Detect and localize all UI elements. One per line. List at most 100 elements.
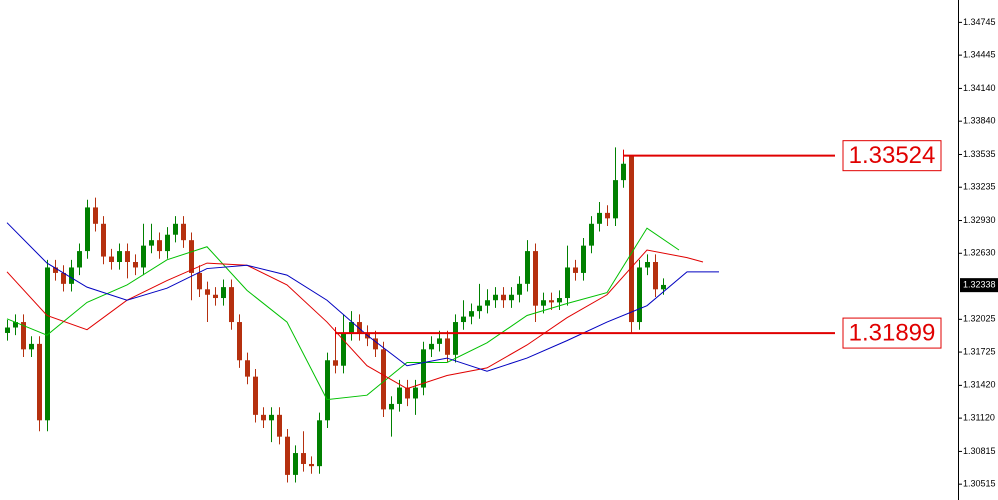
candle-body [317,420,322,467]
candle-body [405,387,410,399]
y-tick-label: 1.31420 [963,380,996,390]
candle-body [309,463,314,467]
candle-body [589,223,594,246]
candle-body [21,322,26,350]
candle-body [181,223,186,241]
candle-body [221,287,226,299]
candle-body [189,240,194,273]
candle-body [261,414,266,421]
candle-body [469,311,474,317]
candle-body [397,387,402,404]
candle-body [325,360,330,421]
candle-body [461,316,466,323]
candle-body [77,251,82,268]
candle-body [421,349,426,388]
candle-body [37,343,42,421]
candle-body [45,267,50,421]
candle-body [285,436,290,475]
candle-body [101,223,106,257]
last-price-box [960,278,998,293]
candle-body [109,256,114,263]
candle-body [197,272,202,290]
candle-body [5,327,10,333]
candle-body [133,262,138,268]
y-tick-label: 1.30815 [963,446,996,456]
candle-body [453,322,458,355]
candle-body [85,207,90,252]
y-tick-label: 1.32630 [963,248,996,258]
candle-body [621,163,626,181]
candle-body [597,212,602,224]
y-tick-label: 1.31725 [963,346,996,356]
candle-body [549,300,554,303]
candle-body [301,453,306,464]
candle-body [541,300,546,306]
annotation-box [842,140,942,172]
candle-body [125,251,130,263]
candle-body [445,338,450,355]
candle-body [253,376,258,415]
candle-body [173,223,178,235]
candle-body [573,267,578,273]
candle-body [277,414,282,437]
candle-body [661,284,666,290]
candle-body [501,294,506,301]
candle-body [381,349,386,410]
candle-body [117,251,122,263]
candle-body [509,294,514,301]
candle-body [157,240,162,252]
candle-body [525,251,530,284]
candle-body [213,294,218,299]
y-tick-label: 1.33535 [963,149,996,159]
candle-body [581,245,586,273]
y-tick-label: 1.34745 [963,17,996,27]
candle-body [141,245,146,268]
candle-body [373,338,378,350]
candle-body [565,267,570,299]
candle-body [613,180,618,219]
y-tick-label: 1.33235 [963,182,996,192]
candle-body [557,298,562,303]
annotation-label: 1.33524 [849,142,936,169]
candle-body [205,289,210,295]
candle-body [637,267,642,323]
y-tick-label: 1.31120 [963,412,995,422]
candle-body [517,283,522,295]
moving-average [6,227,680,401]
candle-body [229,287,234,323]
candle-body [605,212,610,219]
y-tick-label: 1.33840 [963,116,996,126]
candle-body [61,272,66,284]
y-tick-label: 1.34140 [963,83,996,93]
candle-body [645,262,650,268]
y-tick-label: 1.32025 [963,314,996,324]
candle-body [165,234,170,252]
last-price-label: 1.32338 [963,280,996,290]
candle-body [29,343,34,350]
candle-body [149,240,154,246]
candle-body [493,294,498,301]
candle-body [413,387,418,399]
candle-body [349,322,354,333]
candle-body [429,343,434,350]
candle-body [357,322,362,333]
moving-average [6,222,719,372]
candle-body [245,360,250,377]
candle-body [93,207,98,224]
y-tick-label: 1.30515 [963,479,996,489]
annotation-box [842,317,942,349]
y-tick-label: 1.34445 [963,50,996,60]
candle-body [389,403,394,410]
y-tick-label: 1.32930 [963,215,996,225]
candle-body [293,453,298,475]
candle-body [69,267,74,284]
candle-body [533,251,538,306]
candle-body [341,332,346,366]
candle-body [53,267,58,273]
candle-body [629,156,634,323]
candle-body [485,300,490,306]
candle-body [437,338,442,344]
candle-body [477,305,482,312]
